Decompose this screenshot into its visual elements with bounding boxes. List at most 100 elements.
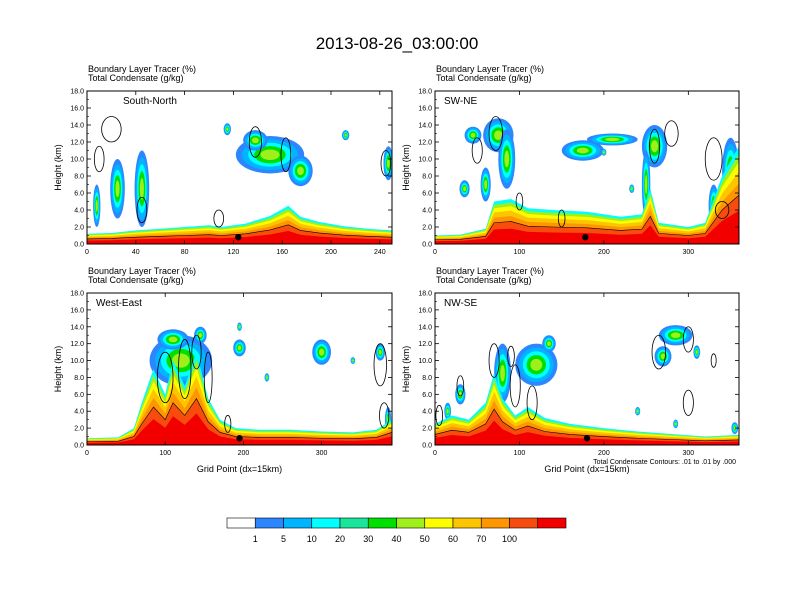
x-tick-label: 120	[228, 249, 240, 256]
y-tick-label: 2.0	[422, 225, 432, 232]
panel-4: Boundary Layer Tracer (%) Total Condensat…	[401, 266, 740, 474]
x-tick-label: 0	[433, 249, 437, 256]
cloud-shade	[351, 359, 354, 362]
x-tick-label: 40	[132, 249, 140, 256]
y-tick-label: 2.0	[74, 225, 84, 232]
terrain-line	[87, 224, 392, 240]
cloud-shade	[172, 353, 190, 368]
panel-header-tracer: Boundary Layer Tracer (%)	[436, 266, 544, 276]
colorbar-box	[452, 517, 482, 529]
x-tick-label: 200	[598, 249, 610, 256]
y-tick-label: 18.0	[70, 291, 84, 298]
colorbar-box	[226, 517, 256, 529]
x-axis-label: Grid Point (dx=15km)	[197, 464, 282, 474]
condensate-contour	[435, 404, 444, 426]
y-tick-label: 6.0	[422, 191, 432, 198]
y-axis-label: Height (km)	[401, 346, 411, 393]
contour-note: Total Condensate Contours: .01 to .01 by…	[593, 459, 736, 466]
cloud-shade	[226, 127, 229, 131]
condensate-contour	[507, 345, 515, 367]
condensate-contour	[509, 364, 521, 408]
condensate-contour	[224, 415, 232, 433]
y-tick-label: 12.0	[70, 140, 84, 147]
cloud-shade	[695, 350, 698, 355]
y-tick-label: 0.0	[422, 242, 432, 249]
colorbar-label: 10	[307, 534, 317, 544]
pbl-band	[435, 210, 739, 244]
cloud-shade	[494, 130, 503, 140]
condensate-contour	[704, 137, 723, 181]
y-tick-label: 18.0	[70, 89, 84, 96]
cloud-shade	[602, 151, 605, 154]
y-axis-label: Height (km)	[53, 144, 63, 191]
panel-header-tracer: Boundary Layer Tracer (%)	[88, 266, 196, 276]
y-tick-label: 14.0	[418, 123, 432, 130]
colorbar: 1 5 10 20 30 40 50 60 70 100	[226, 517, 567, 544]
panel-name: NW-SE	[444, 298, 477, 309]
plot-background	[87, 91, 392, 244]
cloud-shade	[237, 345, 242, 351]
cloud-shade	[318, 348, 325, 356]
y-tick-label: 6.0	[74, 392, 84, 399]
y-tick-label: 16.0	[418, 106, 432, 113]
condensate-contour	[456, 375, 465, 397]
y-tick-label: 4.0	[74, 208, 84, 215]
shaded-field	[435, 293, 739, 445]
cloud-shade	[297, 166, 304, 176]
y-tick-label: 14.0	[70, 123, 84, 130]
colorbar-box	[396, 517, 426, 529]
condensate-contour	[280, 137, 292, 173]
panel-name: South-North	[123, 96, 177, 107]
colorbar-label: 70	[476, 534, 486, 544]
colorbar-box	[509, 517, 539, 529]
cloud-shade	[636, 410, 639, 413]
cloud-shade	[238, 325, 241, 328]
shaded-field	[87, 293, 392, 445]
colorbar-box	[311, 517, 341, 529]
x-tick-label: 300	[682, 450, 694, 457]
y-tick-label: 10.0	[70, 358, 84, 365]
y-tick-label: 2.0	[422, 426, 432, 433]
condensate-contour	[664, 120, 679, 147]
y-tick-label: 4.0	[422, 208, 432, 215]
panel-1: Boundary Layer Tracer (%)Total Condensat…	[53, 64, 393, 256]
cloud-shade	[733, 426, 736, 430]
location-marker	[235, 234, 242, 241]
condensate-contour	[379, 402, 390, 429]
condensate-contour	[714, 201, 730, 219]
colorbar-label: 40	[391, 534, 401, 544]
colorbar-box	[283, 517, 313, 529]
colorbar-label: 20	[335, 534, 345, 544]
condensate-contour	[682, 326, 694, 353]
condensate-contour	[557, 209, 566, 228]
y-tick-label: 16.0	[418, 307, 432, 314]
y-tick-label: 0.0	[74, 443, 84, 450]
cloud-shade	[251, 137, 259, 144]
cloud-shade	[547, 341, 551, 347]
condensate-contour	[93, 145, 105, 173]
condensate-contour	[649, 128, 661, 164]
y-tick-label: 12.0	[70, 341, 84, 348]
x-tick-label: 100	[514, 249, 526, 256]
condensate-contour	[178, 339, 192, 399]
panels-layer: Boundary Layer Tracer (%)Total Condensat…	[53, 64, 740, 474]
shaded-field	[87, 91, 392, 244]
y-tick-label: 12.0	[418, 341, 432, 348]
panel-header-condensate: Total Condensate (g/kg)	[88, 275, 184, 285]
panel-name: SW-NE	[444, 96, 477, 107]
cloud-shade	[265, 376, 268, 379]
cloud-shade	[484, 179, 488, 190]
colorbar-label: 50	[420, 534, 430, 544]
y-tick-label: 10.0	[70, 157, 84, 164]
terrain-line	[435, 194, 739, 241]
y-tick-label: 16.0	[70, 307, 84, 314]
y-tick-label: 14.0	[70, 324, 84, 331]
y-tick-label: 14.0	[418, 324, 432, 331]
terrain-line	[87, 397, 392, 442]
colorbar-box	[424, 517, 454, 529]
condensate-contour	[203, 351, 213, 404]
cloud-shade	[386, 158, 390, 169]
x-tick-label: 240	[374, 249, 386, 256]
panel-3: Boundary Layer Tracer (%)Total Condensat…	[53, 266, 393, 474]
